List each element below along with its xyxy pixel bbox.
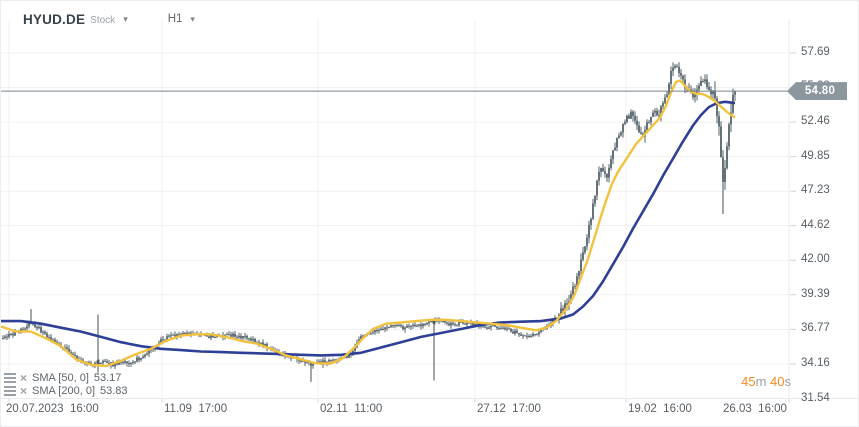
symbol-name: HYUD.DE	[23, 11, 86, 27]
countdown-seconds-unit: s	[784, 374, 792, 389]
symbol-caret-down-icon[interactable]: ▾	[123, 13, 128, 24]
current-price-value: 54.80	[804, 85, 836, 98]
sma-lines	[1, 79, 736, 368]
sma200-line	[1, 100, 736, 357]
indicator-label: SMA [50, 0]	[32, 371, 89, 384]
instrument-type-label: Stock	[90, 14, 116, 26]
timeframe-caret-down-icon[interactable]: ▾	[190, 13, 195, 24]
candle-countdown-timer: 45m 40s	[741, 374, 791, 389]
countdown-minutes-unit: m	[755, 374, 767, 389]
indicator-row-sma50: × SMA [50, 0] 53.17	[4, 371, 128, 384]
indicator-settings-icon[interactable]	[4, 372, 16, 383]
countdown-seconds: 40	[770, 374, 785, 389]
indicator-value: 53.83	[100, 384, 128, 397]
indicator-value: 53.17	[93, 371, 122, 384]
indicator-label: SMA [200, 0]	[32, 384, 95, 397]
chart-header: HYUD.DE Stock ▾ H1 ▾	[23, 10, 195, 28]
indicator-close-icon[interactable]: ×	[20, 370, 28, 385]
countdown-minutes: 45	[741, 374, 756, 389]
timeframe-selector[interactable]: H1	[167, 13, 183, 25]
indicator-row-sma200: × SMA [200, 0] 53.83	[4, 384, 128, 397]
indicator-close-icon[interactable]: ×	[20, 383, 28, 398]
current-price-badge: 54.80	[787, 82, 847, 101]
sma50-line	[1, 79, 736, 368]
indicator-legend: × SMA [50, 0] 53.17 × SMA [200, 0] 53.83	[4, 371, 128, 397]
indicator-settings-icon[interactable]	[4, 385, 16, 396]
